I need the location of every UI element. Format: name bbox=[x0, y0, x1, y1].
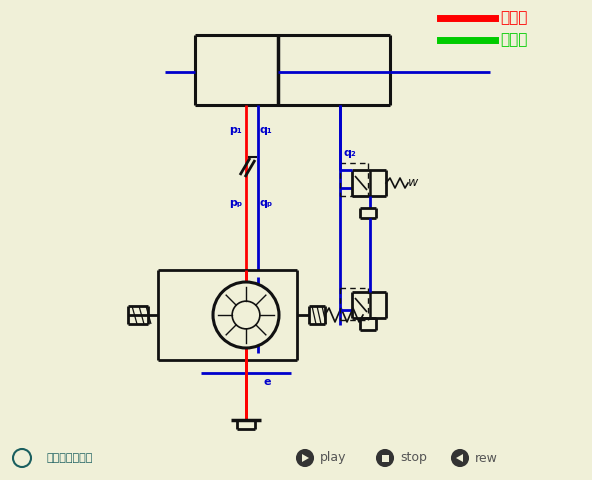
Circle shape bbox=[213, 282, 279, 348]
Text: 进油路: 进油路 bbox=[500, 11, 527, 25]
Text: qₚ: qₚ bbox=[260, 198, 274, 208]
Circle shape bbox=[297, 450, 313, 466]
Text: e: e bbox=[264, 377, 272, 387]
Polygon shape bbox=[456, 454, 463, 462]
Text: w: w bbox=[408, 177, 419, 190]
Text: stop: stop bbox=[400, 452, 427, 465]
Circle shape bbox=[377, 450, 393, 466]
Circle shape bbox=[452, 450, 468, 466]
Polygon shape bbox=[302, 454, 309, 462]
Text: pₚ: pₚ bbox=[229, 198, 242, 208]
Text: play: play bbox=[320, 452, 346, 465]
Text: q₁: q₁ bbox=[260, 125, 273, 135]
Text: q₂: q₂ bbox=[344, 148, 357, 158]
Text: p₁: p₁ bbox=[229, 125, 242, 135]
Polygon shape bbox=[381, 455, 388, 461]
Text: 機械工程師筆記: 機械工程師筆記 bbox=[47, 453, 93, 463]
Text: rew: rew bbox=[475, 452, 498, 465]
Text: 回油路: 回油路 bbox=[500, 33, 527, 48]
